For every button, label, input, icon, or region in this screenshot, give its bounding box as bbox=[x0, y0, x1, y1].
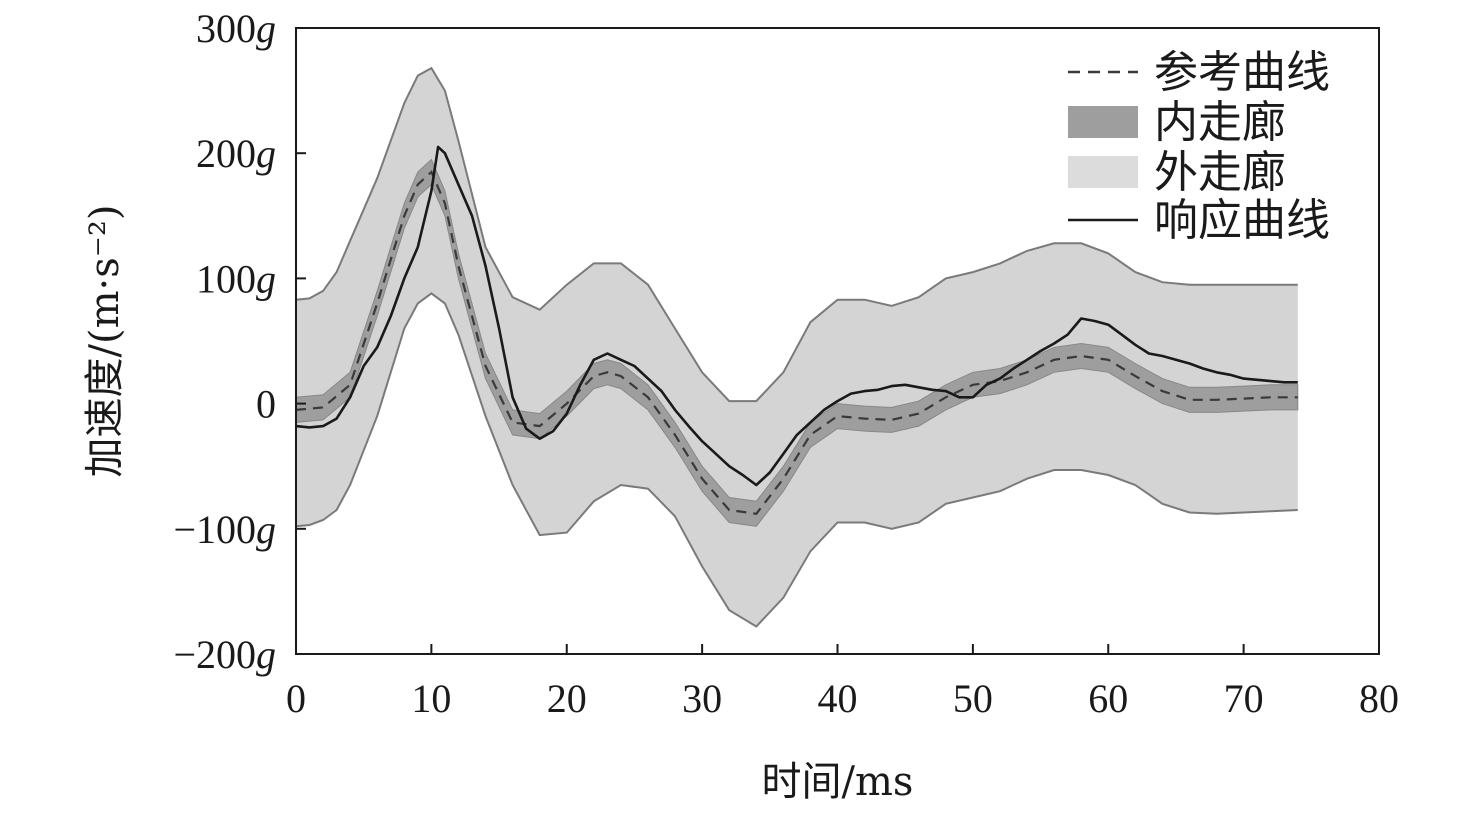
legend-label-inner: 内走廊 bbox=[1154, 97, 1286, 148]
y-tick-label: 200g bbox=[196, 131, 276, 176]
x-tick-label: 60 bbox=[1088, 676, 1128, 721]
outer-corridor-lower-edge bbox=[295, 292, 1298, 628]
legend-label-outer: 外走廊 bbox=[1154, 147, 1286, 198]
x-tick-label: 0 bbox=[286, 676, 306, 721]
y-tick-label: 100g bbox=[196, 256, 276, 301]
x-tick-label: 30 bbox=[682, 676, 722, 721]
outer-corridor-upper-edge bbox=[295, 66, 1298, 403]
response-curve bbox=[295, 145, 1298, 487]
x-tick-label: 10 bbox=[411, 676, 451, 721]
legend-swatch-outer bbox=[1068, 156, 1138, 188]
x-tick-label: 20 bbox=[547, 676, 587, 721]
x-axis-title: 时间/ms bbox=[762, 759, 914, 805]
inner-corridor-band bbox=[295, 158, 1299, 527]
x-tick-label: 80 bbox=[1359, 676, 1399, 721]
y-tick-label: −200g bbox=[173, 632, 276, 677]
y-tick-label: −100g bbox=[173, 507, 276, 552]
reference-curve bbox=[295, 170, 1298, 515]
y-tick-label: 300g bbox=[196, 6, 276, 51]
x-tick-label: 40 bbox=[818, 676, 858, 721]
x-tick-label: 70 bbox=[1224, 676, 1264, 721]
legend-swatch-inner bbox=[1068, 106, 1138, 138]
y-tick-label: 0 bbox=[256, 382, 276, 427]
legend-label-response: 响应曲线 bbox=[1154, 195, 1330, 246]
legend-label-reference: 参考曲线 bbox=[1154, 47, 1330, 98]
y-axis-title: 加速度/(m·s⁻²) bbox=[82, 204, 128, 477]
x-tick-label: 50 bbox=[953, 676, 993, 721]
